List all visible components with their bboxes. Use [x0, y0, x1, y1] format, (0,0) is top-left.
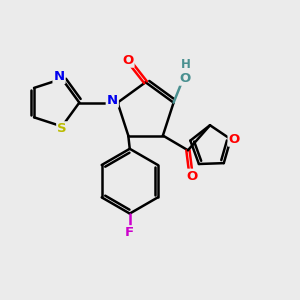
- Text: O: O: [180, 72, 191, 85]
- Text: O: O: [229, 133, 240, 146]
- Text: N: N: [53, 70, 64, 83]
- Text: F: F: [125, 226, 134, 239]
- Text: O: O: [122, 54, 134, 67]
- Text: N: N: [107, 94, 118, 107]
- Text: S: S: [57, 122, 67, 135]
- Text: O: O: [187, 170, 198, 183]
- Text: H: H: [180, 58, 190, 71]
